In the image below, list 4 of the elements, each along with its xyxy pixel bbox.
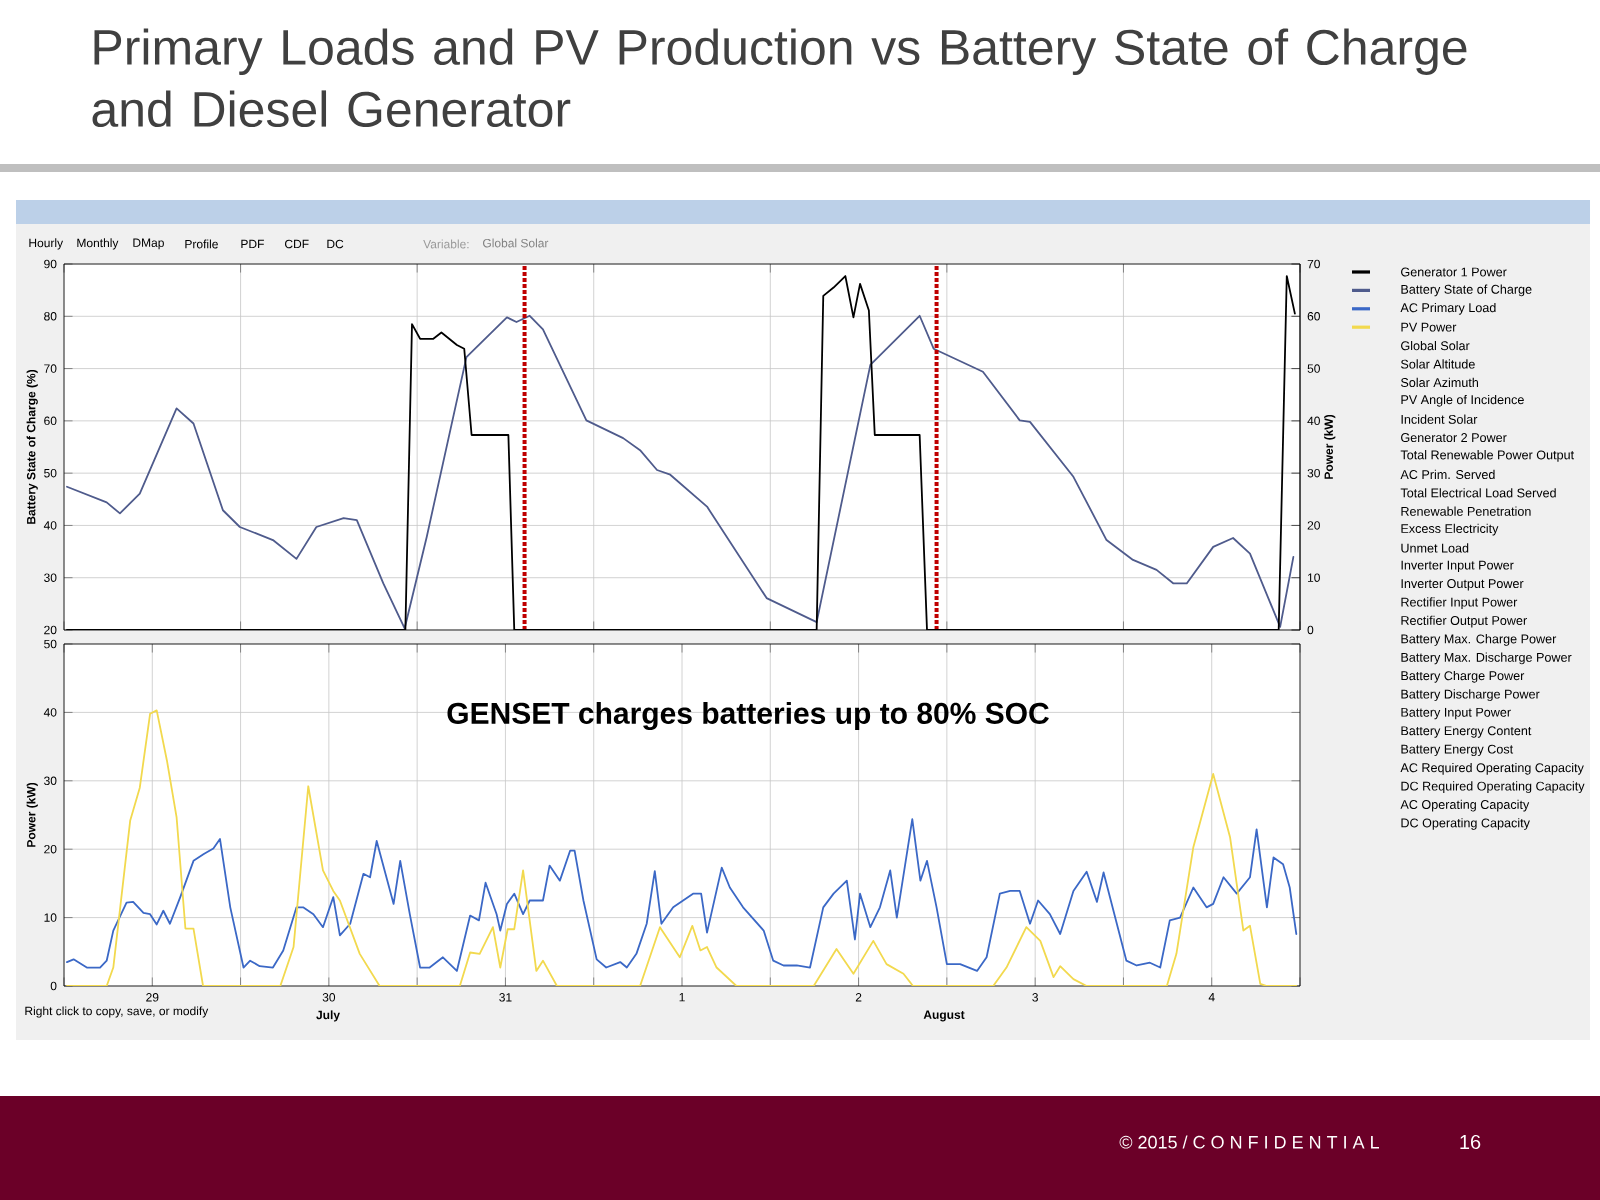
chart-title: Primary Loads and PV Production vs Battery State of Charge and Diesel Generator xyxy=(92,28,1467,128)
annotation: GENSET charges batteries up to 80% SOC xyxy=(447,701,1049,731)
text: © 2015 / C O N F I D E N T I A L xyxy=(1119,1135,1379,1149)
text: 16 xyxy=(1460,1134,1481,1150)
